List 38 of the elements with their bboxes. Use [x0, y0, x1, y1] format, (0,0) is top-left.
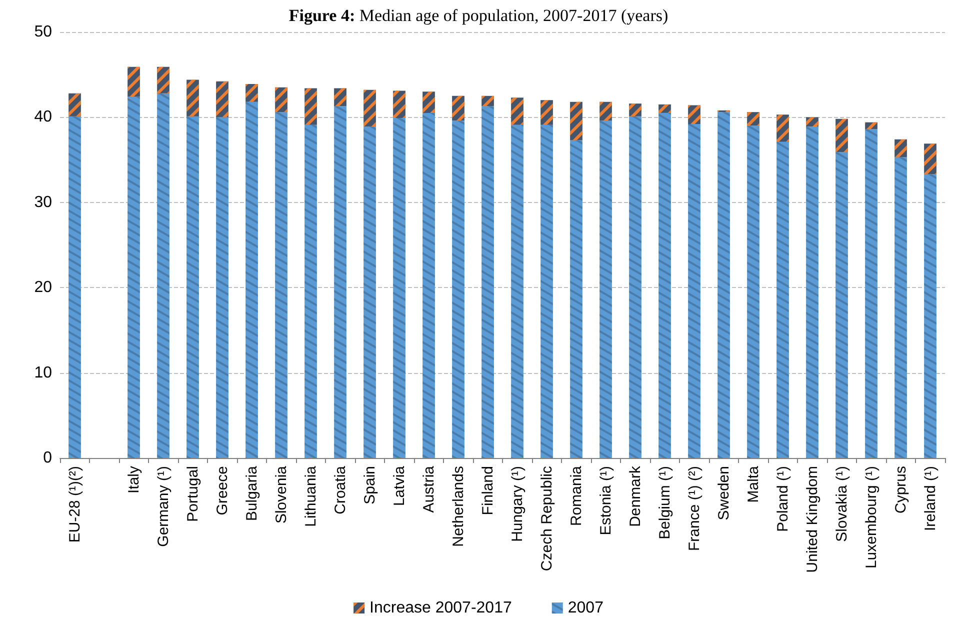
x-tick-label: Estonia (¹) — [597, 466, 614, 536]
legend-label: Increase 2007-2017 — [370, 600, 512, 616]
y-tick-label: 30 — [34, 194, 52, 211]
y-tick-label: 50 — [34, 24, 52, 40]
x-tick-label: Sweden — [715, 466, 732, 520]
x-tick-label: Slovakia (¹) — [833, 466, 850, 542]
x-tick-label: EU-28 (¹)(²) — [66, 466, 84, 543]
x-tick-label: Czech Republic — [538, 466, 556, 572]
y-tick-label: 10 — [34, 364, 52, 382]
x-tick-label: Malta — [744, 465, 762, 503]
x-tick-label: United Kingdom — [804, 466, 821, 573]
x-tick-label: Poland (¹) — [774, 466, 792, 532]
x-tick-label: Portugal — [184, 466, 202, 522]
x-tick-label: Netherlands — [450, 466, 467, 547]
x-tick-label: Belgium (¹) — [656, 466, 674, 540]
x-tick-label: Slovenia — [272, 465, 290, 524]
x-tick-label: Greece — [214, 466, 231, 516]
x-tick-label: France (¹) (²) — [686, 466, 703, 551]
x-tick-label: Germany (¹) — [154, 466, 172, 547]
x-tick-label: Spain — [361, 466, 378, 504]
x-tick-label: Lithuania — [302, 465, 320, 527]
chart-title: Figure 4: Median age of population, 2007-2017 (years) — [288, 6, 668, 25]
legend-label: 2007 — [568, 600, 604, 616]
x-tick-label: Finland — [479, 466, 496, 516]
x-tick-label: Hungary (¹) — [508, 466, 526, 542]
x-tick-label: Romania — [568, 465, 585, 526]
y-tick-label: 20 — [34, 279, 52, 296]
x-tick-label: Cyprus — [892, 466, 910, 514]
x-tick-label: Ireland (¹) — [922, 466, 939, 532]
x-tick-label: Bulgaria — [243, 465, 260, 522]
x-tick-label: Italy — [125, 466, 142, 494]
x-tick-label: Austria — [420, 465, 438, 513]
x-tick-label: Latvia — [390, 465, 408, 506]
x-tick-label: Croatia — [332, 465, 349, 514]
x-tick-label: Denmark — [626, 466, 644, 527]
y-tick-label: 0 — [43, 450, 52, 466]
y-tick-label: 40 — [34, 108, 52, 126]
x-tick-label: Luxembourg (¹) — [862, 466, 880, 569]
